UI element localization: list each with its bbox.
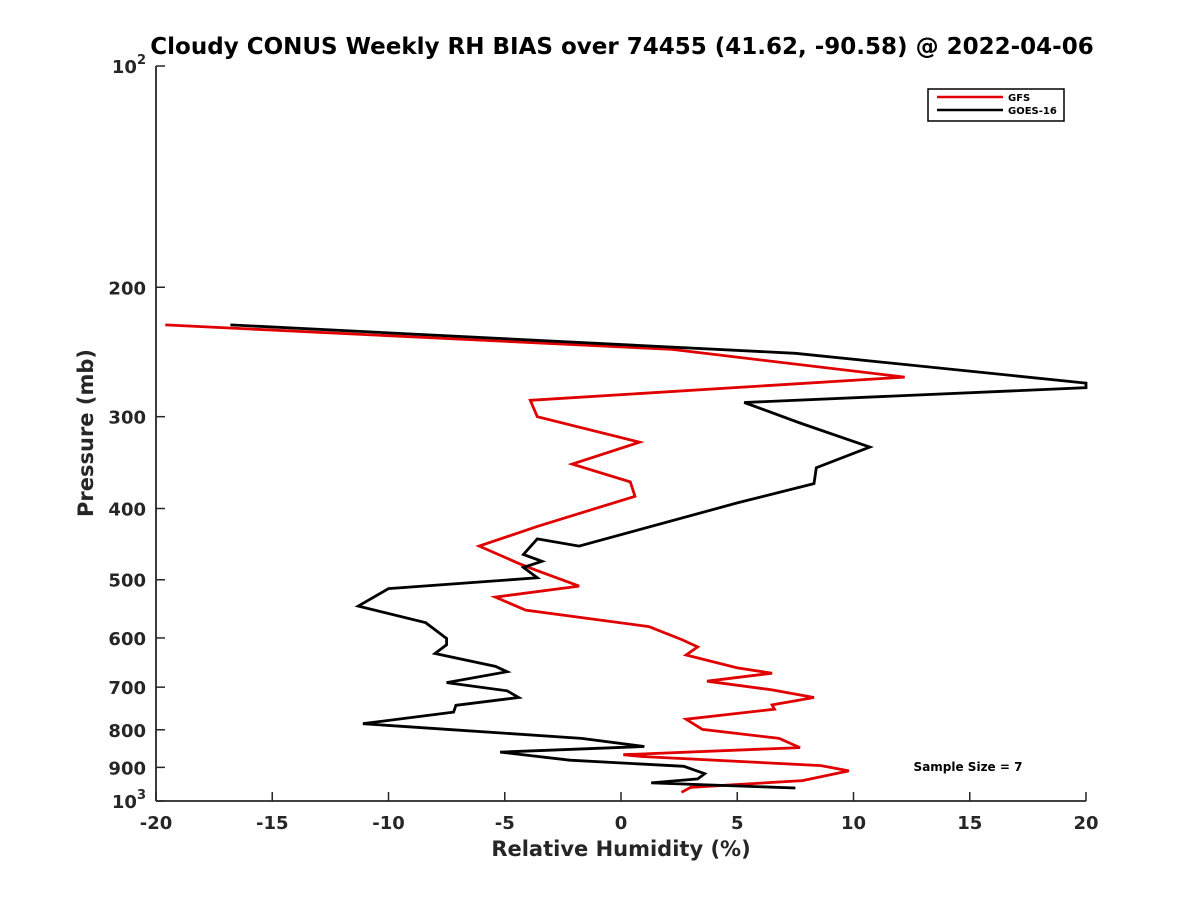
plot-lines — [165, 323, 1088, 794]
x-tick-label: 5 — [731, 813, 744, 834]
x-tick-label: 0 — [615, 813, 628, 834]
x-tick-label: -5 — [495, 813, 515, 834]
tick-labels: -20 -15 -10 -5 0 5 10 15 20 102 200 300 400 500 600 700… — [108, 53, 1098, 834]
y-tick-label: 102 — [112, 53, 146, 78]
y-tick-label: 900 — [108, 758, 146, 779]
chart-title: Cloudy CONUS Weekly RH BIAS over 74455 (… — [150, 34, 1093, 60]
legend: GFS GOES-16 — [927, 88, 1065, 122]
y-tick-label: 200 — [108, 278, 146, 299]
y-axis-label: Pressure (mb) — [74, 349, 98, 517]
x-tick-label: 15 — [957, 813, 982, 834]
axes — [155, 65, 1087, 802]
y-tick-label: 500 — [108, 571, 146, 592]
sample-size-annotation: Sample Size = 7 — [914, 760, 1023, 774]
series-line-gfs — [165, 323, 905, 794]
x-tick-label: 10 — [841, 813, 866, 834]
y-tick-label: 800 — [108, 721, 146, 742]
legend-box — [927, 88, 1065, 122]
series-line-goes-16 — [230, 323, 1088, 790]
y-tick-label: 400 — [108, 500, 146, 521]
y-tick-label: 103 — [112, 788, 146, 813]
legend-label-gfs: GFS — [1008, 93, 1030, 104]
x-tick-label: -15 — [256, 813, 289, 834]
x-tick-label: -20 — [140, 813, 173, 834]
x-tick-label: -10 — [372, 813, 405, 834]
y-tick-label: 700 — [108, 678, 146, 699]
y-tick-label: 300 — [108, 408, 146, 429]
x-axis-label: Relative Humidity (%) — [491, 837, 750, 861]
legend-label-goes16: GOES-16 — [1008, 106, 1057, 117]
x-tick-label: 20 — [1073, 813, 1098, 834]
y-tick-label: 600 — [108, 629, 146, 650]
